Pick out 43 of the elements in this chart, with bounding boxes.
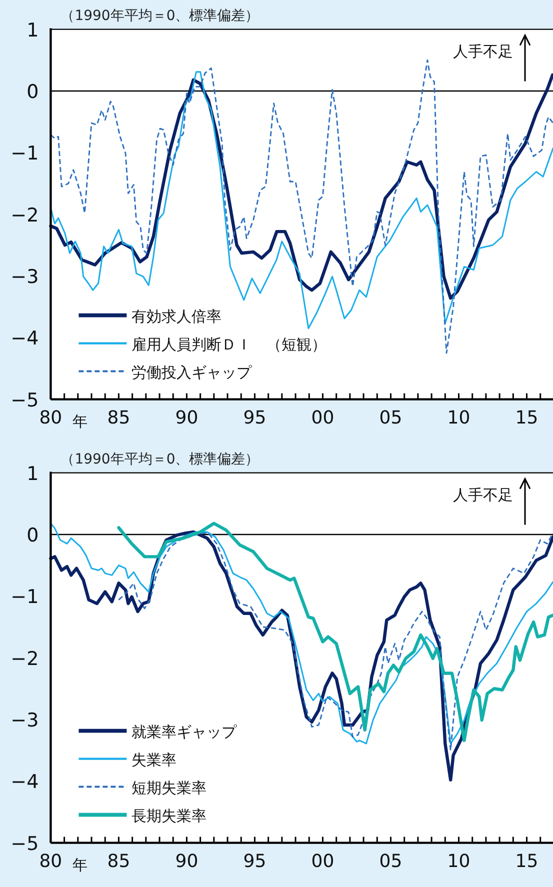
legend-label: 長期失業率 — [132, 806, 207, 825]
y-tick-label: −3 — [10, 266, 39, 288]
y-tick-label: −2 — [10, 648, 39, 670]
x-tick-label: 10 — [447, 407, 470, 428]
x-tick-label: 90 — [175, 850, 198, 872]
legend-label: 有効求人倍率 — [132, 307, 222, 326]
legend-label: 短期失業率 — [132, 778, 207, 797]
x-tick-label: 80 — [39, 407, 62, 428]
annotation: 人手不足 — [453, 42, 513, 60]
x-axis-title: 年 — [72, 856, 88, 874]
x-tick-label: 05 — [379, 407, 402, 428]
legend-label: 失業率 — [132, 750, 177, 769]
y-tick-label: −5 — [10, 832, 39, 855]
y-tick-label: 0 — [26, 524, 39, 546]
legend-label: 労働投入ギャップ — [132, 363, 253, 382]
x-tick-label: 80 — [39, 850, 62, 872]
chart-subtitle: （1990年平均＝0、標準偏差） — [60, 8, 260, 24]
y-tick-label: −1 — [10, 586, 39, 608]
x-tick-label: 10 — [447, 850, 470, 872]
y-tick-label: 0 — [26, 80, 39, 103]
annotation: 人手不足 — [453, 486, 513, 504]
x-tick-label: 85 — [107, 850, 130, 872]
x-axis-title: 年 — [72, 412, 88, 430]
x-tick-label: 15 — [515, 850, 538, 872]
x-tick-label: 95 — [243, 407, 266, 428]
x-tick-label: 95 — [243, 850, 266, 872]
y-tick-label: −3 — [10, 709, 39, 732]
x-tick-label: 15 — [515, 407, 538, 428]
chart-subtitle: （1990年平均＝0、標準偏差） — [60, 452, 260, 468]
x-tick-label: 90 — [175, 407, 198, 428]
x-tick-label: 05 — [379, 850, 402, 872]
x-tick-label: 00 — [311, 850, 334, 872]
y-tick-label: 1 — [26, 19, 39, 42]
y-tick-label: −1 — [10, 142, 39, 165]
y-tick-label: −2 — [10, 204, 39, 226]
y-tick-label: −5 — [10, 389, 39, 412]
y-tick-label: −4 — [10, 771, 39, 794]
x-tick-label: 00 — [311, 407, 334, 428]
y-tick-label: −4 — [10, 328, 39, 350]
legend-label: 雇用人員判断ＤＩ （短観） — [132, 335, 327, 354]
legend-label: 就業率ギャップ — [132, 722, 238, 741]
x-tick-label: 85 — [107, 407, 130, 428]
y-tick-label: 1 — [26, 462, 39, 485]
